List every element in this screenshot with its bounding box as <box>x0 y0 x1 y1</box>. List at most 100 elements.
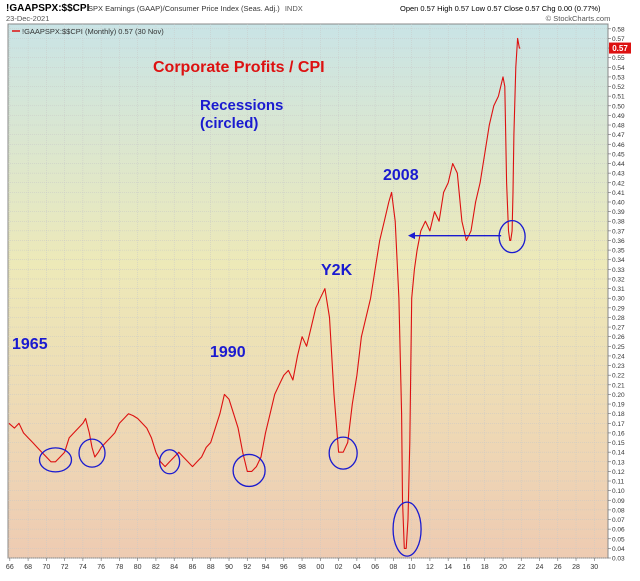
recession-circle <box>158 449 181 475</box>
x-tick-label: 92 <box>243 564 251 571</box>
x-tick-label: 96 <box>280 564 288 571</box>
y-tick-label: 0.57 <box>612 36 625 43</box>
y-tick-label: 0.37 <box>612 228 625 235</box>
x-tick-label: 14 <box>444 564 452 571</box>
y-tick-label: 0.08 <box>612 507 625 514</box>
y-tick-label: 0.58 <box>612 26 625 33</box>
y-tick-label: 0.35 <box>612 248 625 255</box>
y-tick-label: 0.04 <box>612 546 625 553</box>
arrow-layer <box>408 232 502 240</box>
x-axis: 66 68 70 72 74 76 78 80 82 84 86 88 90 92 94 96 98 00 02 04… <box>6 558 598 571</box>
y-tick-label: 0.22 <box>612 373 625 380</box>
chart-symbol: !GAAPSPX:$$CPI <box>6 3 90 14</box>
y-tick-label: 0.09 <box>612 498 625 505</box>
x-tick-label: 10 <box>408 564 416 571</box>
recession-circle <box>38 447 73 473</box>
arrow-head <box>408 232 415 240</box>
chart-exchange: INDX <box>285 4 303 13</box>
y-tick-label: 0.21 <box>612 382 625 389</box>
y-tick-label: 0.16 <box>612 430 625 437</box>
last-value-text: 0.57 <box>612 44 628 53</box>
y-tick-label: 0.50 <box>612 103 625 110</box>
y-tick-label: 0.17 <box>612 421 625 428</box>
chart-date: 23-Dec-2021 <box>6 14 49 23</box>
label-y2k: Y2K <box>321 262 353 279</box>
x-tick-label: 26 <box>554 564 562 571</box>
x-tick-label: 24 <box>536 564 544 571</box>
watermark: © StockCharts.com <box>546 14 611 23</box>
x-tick-label: 72 <box>61 564 69 571</box>
recession-circles <box>38 219 526 557</box>
x-tick-label: 86 <box>189 564 197 571</box>
x-tick-label: 02 <box>335 564 343 571</box>
y-tick-label: 0.18 <box>612 411 625 418</box>
y-tick-label: 0.28 <box>612 315 625 322</box>
chart-description-text: SPX Earnings (GAAP)/Consumer Price Index… <box>88 4 280 13</box>
x-tick-label: 28 <box>572 564 580 571</box>
x-tick-label: 30 <box>590 564 598 571</box>
y-tick-label: 0.26 <box>612 334 625 341</box>
y-tick-label: 0.42 <box>612 180 625 187</box>
y-tick-label: 0.54 <box>612 65 625 72</box>
x-tick-label: 00 <box>316 564 324 571</box>
plot-area <box>7 23 609 559</box>
ohlc-readout: Open 0.57 High 0.57 Low 0.57 Close 0.57 … <box>400 4 601 13</box>
x-tick-label: 70 <box>42 564 50 571</box>
label-1990: 1990 <box>210 344 246 361</box>
x-tick-label: 80 <box>134 564 142 571</box>
x-tick-label: 84 <box>170 564 178 571</box>
series-line <box>8 37 521 549</box>
x-tick-label: 74 <box>79 564 87 571</box>
legend-text: !GAAPSPX:$$CPI (Monthly) 0.57 (30 Nov) <box>22 27 164 36</box>
y-tick-label: 0.07 <box>612 517 625 524</box>
y-tick-label: 0.51 <box>612 94 625 101</box>
y-tick-label: 0.36 <box>612 238 625 245</box>
x-tick-label: 16 <box>463 564 471 571</box>
x-tick-label: 12 <box>426 564 434 571</box>
x-tick-label: 06 <box>371 564 379 571</box>
x-tick-label: 04 <box>353 564 361 571</box>
x-tick-label: 18 <box>481 564 489 571</box>
x-tick-label: 78 <box>116 564 124 571</box>
y-tick-label: 0.14 <box>612 450 625 457</box>
recession-circle <box>328 436 358 470</box>
chart-description: SPX Earnings (GAAP)/Consumer Price Index… <box>88 4 303 13</box>
recession-circle <box>78 438 106 468</box>
x-tick-label: 22 <box>517 564 525 571</box>
x-tick-label: 82 <box>152 564 160 571</box>
x-tick-label: 66 <box>6 564 14 571</box>
y-tick-label: 0.34 <box>612 257 625 264</box>
x-tick-label: 90 <box>225 564 233 571</box>
recession-circle <box>498 219 526 254</box>
y-tick-label: 0.55 <box>612 55 625 62</box>
recessions-label-line2: (circled) <box>200 115 258 132</box>
label-1965: 1965 <box>12 336 48 353</box>
x-tick-label: 98 <box>298 564 306 571</box>
y-tick-label: 0.11 <box>612 479 625 486</box>
y-tick-label: 0.46 <box>612 142 625 149</box>
y-tick-label: 0.40 <box>612 200 625 207</box>
y-tick-label: 0.49 <box>612 113 625 120</box>
y-tick-label: 0.52 <box>612 84 625 91</box>
grid <box>8 24 608 559</box>
chart-title: Corporate Profits / CPI <box>153 59 325 76</box>
y-tick-label: 0.39 <box>612 209 625 216</box>
y-tick-label: 0.41 <box>612 190 625 197</box>
y-tick-label: 0.32 <box>612 276 625 283</box>
recessions-label-line1: Recessions <box>200 97 283 114</box>
y-tick-label: 0.05 <box>612 536 625 543</box>
series-layer <box>8 37 521 549</box>
y-tick-label: 0.24 <box>612 353 625 360</box>
y-axis: 0.03 0.04 0.05 0.06 0.07 0.08 0.09 0.10 0.11 0.12… <box>608 26 625 563</box>
x-tick-label: 08 <box>389 564 397 571</box>
y-tick-label: 0.03 <box>612 556 625 563</box>
y-tick-label: 0.23 <box>612 363 625 370</box>
y-tick-label: 0.25 <box>612 344 625 351</box>
y-tick-label: 0.20 <box>612 392 625 399</box>
y-tick-label: 0.15 <box>612 440 625 447</box>
recession-circle <box>392 501 422 557</box>
y-tick-label: 0.13 <box>612 459 625 466</box>
x-tick-label: 20 <box>499 564 507 571</box>
y-tick-label: 0.27 <box>612 325 625 332</box>
